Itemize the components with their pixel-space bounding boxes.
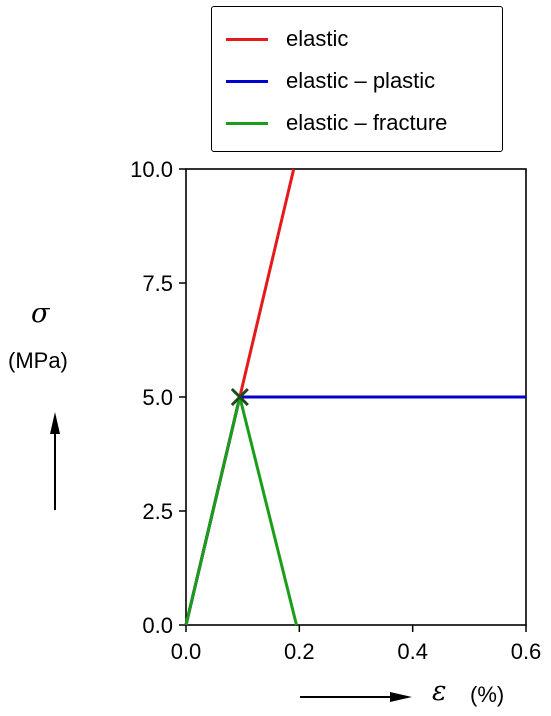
- x-axis-symbol: ε: [432, 676, 447, 707]
- y-axis-symbol: σ: [31, 298, 50, 329]
- y-axis-unit: (MPa): [8, 348, 68, 373]
- legend-item-elastic: elastic: [226, 23, 348, 55]
- legend: elastic elastic – plastic elastic – frac…: [211, 6, 503, 152]
- series-line-1: [184, 395, 526, 626]
- series-line-2: [184, 395, 298, 626]
- x-axis-unit: (%): [470, 682, 505, 707]
- y-tick-label: 5.0: [142, 385, 173, 410]
- x-tick-label: 0.0: [171, 639, 202, 664]
- legend-swatch-elastic: [226, 37, 268, 41]
- y-tick-label: 0.0: [142, 613, 173, 638]
- markers: [230, 387, 249, 407]
- legend-item-elastic-plastic: elastic – plastic: [226, 65, 435, 97]
- series-lines: [184, 168, 526, 626]
- legend-item-elastic-fracture: elastic – fracture: [226, 107, 447, 139]
- fracture-marker: [230, 387, 249, 407]
- x-arrow-head: [390, 692, 412, 702]
- y-arrow-head: [50, 412, 60, 434]
- legend-swatch-elastic-fracture: [226, 121, 268, 125]
- legend-swatch-elastic-plastic: [226, 79, 268, 83]
- x-tick-label: 0.6: [511, 639, 542, 664]
- y-tick-label: 2.5: [142, 499, 173, 524]
- x-tick-label: 0.2: [284, 639, 315, 664]
- x-tick-label: 0.4: [397, 639, 428, 664]
- y-tick-label: 10.0: [130, 157, 173, 182]
- legend-label-elastic-plastic: elastic – plastic: [286, 68, 436, 93]
- legend-label-elastic: elastic: [286, 26, 349, 51]
- legend-label-elastic-fracture: elastic – fracture: [286, 110, 448, 135]
- axis-ticks: 0.0 0.2 0.4 0.6 0.0 2.5 5.0 7.5 10.0: [130, 157, 541, 664]
- y-tick-label: 7.5: [142, 271, 173, 296]
